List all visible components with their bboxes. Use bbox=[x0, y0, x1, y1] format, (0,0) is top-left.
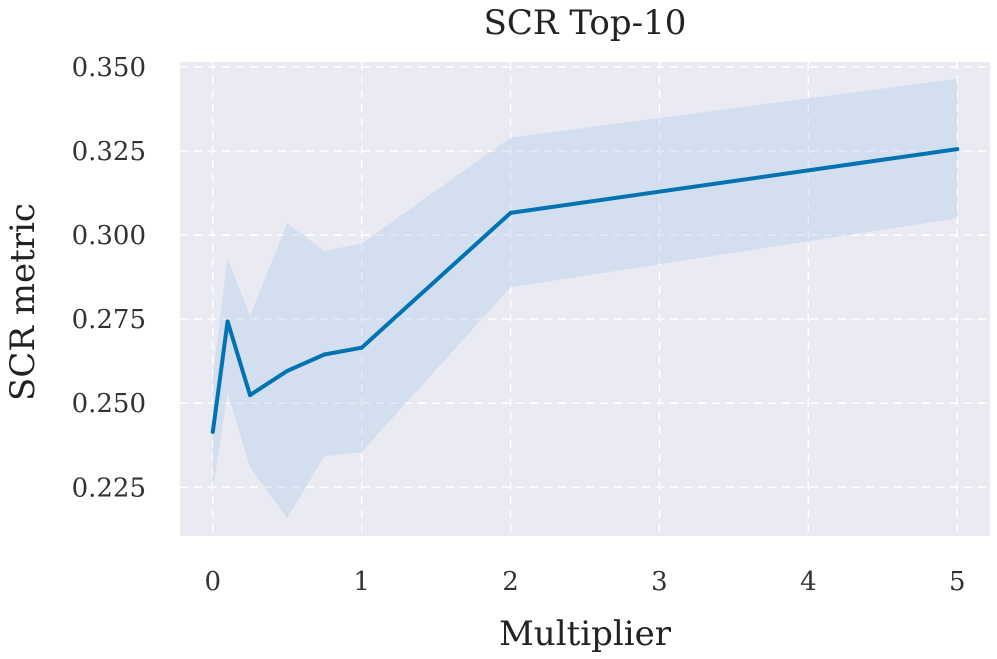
data-point bbox=[508, 210, 513, 215]
y-tick-label: 0.250 bbox=[72, 389, 146, 419]
y-tick-label: 0.325 bbox=[72, 137, 146, 167]
data-point bbox=[955, 147, 960, 152]
x-tick-label: 3 bbox=[651, 567, 668, 597]
x-tick-label: 4 bbox=[800, 567, 817, 597]
x-axis-label: Multiplier bbox=[499, 614, 672, 654]
x-tick-label: 1 bbox=[353, 567, 370, 597]
data-point bbox=[210, 429, 215, 434]
y-tick-label: 0.275 bbox=[72, 305, 146, 335]
plot-background bbox=[180, 62, 990, 536]
data-point bbox=[322, 352, 327, 357]
data-point bbox=[359, 345, 364, 350]
chart-title: SCR Top-10 bbox=[484, 3, 687, 43]
y-axis-label: SCR metric bbox=[3, 203, 43, 401]
data-point bbox=[285, 368, 290, 373]
y-tick-label: 0.300 bbox=[72, 221, 146, 251]
x-tick-label: 2 bbox=[502, 567, 519, 597]
data-point bbox=[225, 319, 230, 324]
series-line bbox=[210, 147, 960, 434]
plot-area: 0 1 2 3 4 5 0.225 0.250 0.275 0.300 0.325 0.350 bbox=[72, 53, 990, 597]
x-tick-label: 5 bbox=[949, 567, 966, 597]
y-tick-label: 0.225 bbox=[72, 473, 146, 503]
x-tick-label: 0 bbox=[204, 567, 221, 597]
data-point bbox=[247, 393, 252, 398]
confidence-band bbox=[212, 78, 958, 519]
y-tick-label: 0.350 bbox=[72, 53, 146, 83]
